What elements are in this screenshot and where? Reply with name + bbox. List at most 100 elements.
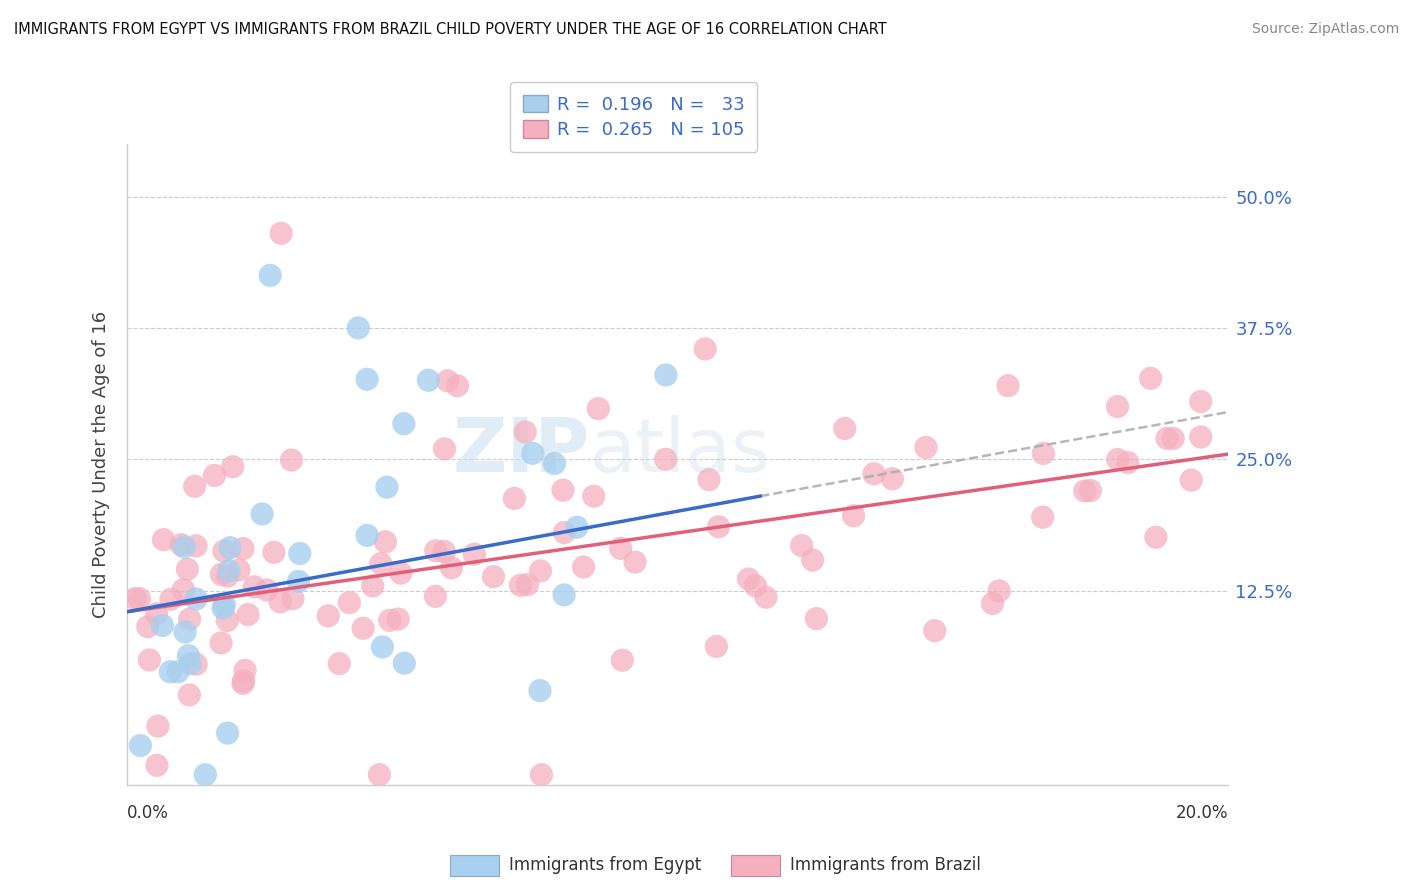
Point (212, 544, 235, 558)
Point (159, 665, 181, 679)
Point (256, 582, 278, 597)
Point (1180, 473, 1202, 487)
Point (186, 657, 208, 672)
Point (259, 268, 281, 283)
Point (1139, 371, 1161, 385)
Point (184, 539, 207, 553)
Point (433, 442, 456, 456)
Legend: R =  0.196   N =   33, R =  0.265   N = 105: R = 0.196 N = 33, R = 0.265 N = 105 (510, 82, 758, 152)
Point (1032, 510, 1054, 524)
Point (392, 417, 415, 431)
Point (370, 557, 392, 571)
Point (176, 562, 198, 576)
Point (1107, 400, 1129, 414)
Point (553, 525, 575, 540)
Point (232, 676, 254, 690)
Point (236, 607, 259, 622)
Point (166, 665, 188, 679)
Point (515, 425, 537, 439)
Point (834, 421, 856, 435)
Point (863, 467, 886, 481)
Point (375, 480, 398, 494)
Point (842, 508, 865, 523)
Point (755, 591, 778, 605)
Point (988, 583, 1011, 598)
Point (263, 545, 285, 559)
Point (214, 598, 236, 612)
Point (217, 726, 239, 740)
Point (374, 534, 396, 549)
Point (316, 608, 339, 623)
Point (173, 540, 195, 554)
Point (530, 767, 553, 781)
Point (654, 452, 676, 467)
Point (882, 472, 904, 486)
Text: IMMIGRANTS FROM EGYPT VS IMMIGRANTS FROM BRAZIL CHILD POVERTY UNDER THE AGE OF 1: IMMIGRANTS FROM EGYPT VS IMMIGRANTS FROM… (14, 22, 887, 37)
Point (551, 483, 574, 498)
Point (288, 547, 311, 561)
Point (129, 739, 152, 753)
Point (509, 578, 531, 592)
Point (790, 539, 813, 553)
Point (170, 538, 193, 552)
Point (218, 564, 240, 578)
Point (368, 767, 391, 781)
Point (281, 591, 304, 606)
Point (177, 648, 200, 663)
Point (463, 547, 485, 561)
Point (371, 640, 394, 654)
Point (124, 591, 146, 606)
Point (152, 533, 174, 547)
Point (387, 612, 409, 626)
Point (609, 541, 631, 556)
Point (1161, 432, 1184, 446)
Point (543, 457, 565, 471)
Point (389, 566, 412, 580)
Point (179, 612, 201, 626)
Text: 0.0%: 0.0% (127, 804, 169, 822)
Point (981, 596, 1004, 610)
Point (915, 441, 938, 455)
Point (232, 673, 254, 688)
Point (146, 719, 169, 733)
Text: ZIP: ZIP (453, 416, 589, 488)
Text: 20.0%: 20.0% (1175, 804, 1229, 822)
Point (529, 564, 551, 578)
Y-axis label: Child Poverty Under the Age of 16: Child Poverty Under the Age of 16 (93, 311, 110, 618)
Point (361, 579, 384, 593)
Point (209, 636, 232, 650)
Point (328, 657, 350, 671)
Point (128, 591, 150, 606)
Point (378, 613, 401, 627)
Point (924, 624, 946, 638)
Point (146, 758, 169, 772)
Point (356, 528, 378, 542)
Point (612, 653, 634, 667)
Point (695, 342, 717, 356)
Point (145, 607, 167, 621)
Point (347, 321, 370, 335)
Point (138, 653, 160, 667)
Point (394, 656, 416, 670)
Point (172, 582, 194, 597)
Point (179, 657, 201, 671)
Point (806, 612, 828, 626)
Point (425, 590, 447, 604)
Point (269, 595, 291, 609)
Point (184, 591, 207, 606)
Point (209, 567, 232, 582)
Point (270, 227, 292, 241)
Point (287, 574, 309, 589)
Point (516, 577, 538, 591)
Point (737, 572, 759, 586)
Point (174, 624, 197, 639)
Point (482, 569, 505, 583)
Point (1189, 430, 1212, 444)
Text: atlas: atlas (589, 416, 770, 488)
Point (588, 401, 610, 416)
Point (655, 368, 678, 382)
Point (582, 489, 605, 503)
Point (243, 580, 266, 594)
Point (160, 592, 183, 607)
Point (706, 640, 728, 654)
